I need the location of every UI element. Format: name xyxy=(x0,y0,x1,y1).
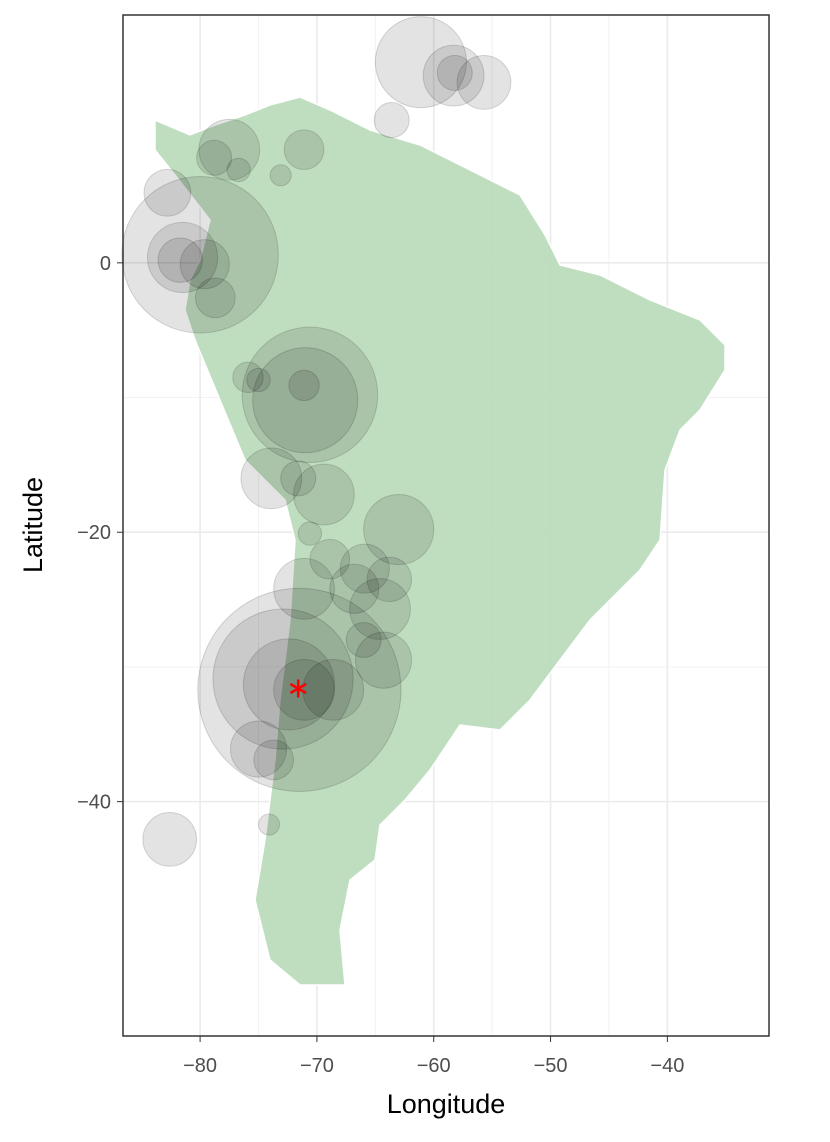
bubble xyxy=(349,578,411,640)
x-tick-label: −60 xyxy=(417,1055,451,1077)
bubble xyxy=(456,54,512,110)
bubble xyxy=(252,347,359,454)
land xyxy=(154,96,726,986)
bubble xyxy=(374,16,467,109)
bubble xyxy=(241,326,379,464)
x-tick-label: −80 xyxy=(183,1055,217,1077)
bubble xyxy=(147,221,219,293)
y-tick-label: −20 xyxy=(77,522,111,544)
bubble xyxy=(288,369,320,402)
bubble xyxy=(329,563,380,614)
bubble xyxy=(273,658,335,721)
bubble xyxy=(157,237,203,283)
bubble xyxy=(142,811,198,867)
bubble xyxy=(242,638,335,731)
bubble xyxy=(345,621,382,659)
bubble xyxy=(258,813,281,836)
bubble xyxy=(253,739,295,781)
bubble xyxy=(297,521,323,546)
bubble xyxy=(422,44,485,107)
bubble xyxy=(366,556,413,603)
x-tick-label: −50 xyxy=(534,1055,568,1077)
bubble xyxy=(339,543,390,594)
x-tick-label: −40 xyxy=(650,1055,684,1077)
bubble xyxy=(198,118,261,181)
y-tick-label: 0 xyxy=(100,253,111,275)
bubble xyxy=(280,460,317,497)
bubbles xyxy=(121,16,512,867)
bubble xyxy=(232,361,264,394)
bubble xyxy=(273,557,335,620)
bubble xyxy=(309,538,351,580)
bubble xyxy=(246,367,271,393)
x-tick-label: −70 xyxy=(300,1055,334,1077)
y-tick-label: −40 xyxy=(77,792,111,814)
bubble xyxy=(121,175,279,334)
panel-border xyxy=(122,14,770,1037)
bubble xyxy=(143,168,192,217)
bubble xyxy=(212,608,354,750)
bubble xyxy=(179,239,230,290)
bubble xyxy=(293,463,355,526)
highlight-star xyxy=(289,679,307,698)
y-axis-label: Latitude xyxy=(18,477,48,573)
bubble xyxy=(363,493,435,566)
bubble xyxy=(269,164,292,187)
bubble xyxy=(226,157,251,183)
bubble xyxy=(229,720,288,778)
bubble xyxy=(436,54,473,91)
bubble xyxy=(302,658,365,721)
bubble xyxy=(240,447,303,510)
bubble xyxy=(373,102,410,139)
bubble xyxy=(194,277,236,319)
bubble xyxy=(283,129,325,171)
bubble xyxy=(196,139,233,176)
bubble xyxy=(354,631,413,689)
x-axis-label: Longitude xyxy=(387,1089,506,1119)
